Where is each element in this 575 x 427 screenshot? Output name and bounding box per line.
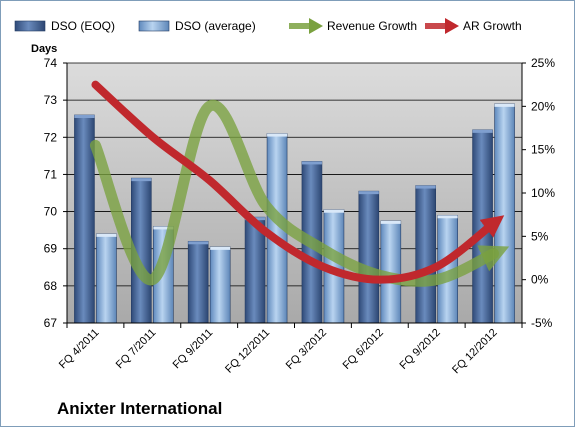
line-series bbox=[89, 80, 510, 287]
legend-label: AR Growth bbox=[463, 19, 522, 33]
x-tick-label: FQ 9/2012 bbox=[398, 327, 443, 372]
bar-dso-eoq bbox=[187, 240, 209, 324]
bar-top bbox=[358, 191, 379, 195]
bar-top bbox=[323, 209, 344, 213]
legend: DSO (EOQ) DSO (average) Revenue Growth AR G… bbox=[14, 18, 522, 34]
x-tick-label: FQ 12/2011 bbox=[223, 327, 272, 376]
left-tick-label: 70 bbox=[44, 205, 58, 219]
legend-swatch bbox=[14, 20, 46, 32]
bar-top bbox=[210, 246, 231, 250]
right-tick-label: 10% bbox=[531, 186, 555, 200]
x-tick-label: FQ 9/2011 bbox=[171, 327, 216, 372]
left-tick-label: 74 bbox=[44, 56, 58, 70]
bar-top bbox=[153, 226, 174, 230]
x-tick-label: FQ 6/2012 bbox=[341, 327, 386, 372]
x-tick-label: FQ 7/2011 bbox=[114, 327, 159, 372]
legend-arrow-head bbox=[309, 18, 323, 34]
bar-dso-eoq bbox=[358, 190, 380, 324]
bar-top bbox=[494, 103, 515, 107]
bar-top bbox=[131, 178, 152, 182]
x-tick-label: FQ 12/2012 bbox=[450, 327, 500, 377]
x-tick-label: FQ 3/2012 bbox=[284, 327, 329, 372]
legend-swatch bbox=[138, 20, 170, 32]
bar-top bbox=[472, 129, 493, 133]
right-tick-label: -5% bbox=[531, 316, 553, 330]
right-tick-label: 0% bbox=[531, 273, 549, 287]
bar-dso-average bbox=[209, 246, 231, 324]
left-tick-label: 72 bbox=[44, 130, 58, 144]
left-tick-label: 68 bbox=[44, 279, 58, 293]
bar-dso-average bbox=[494, 103, 515, 324]
right-tick-label: 20% bbox=[531, 99, 555, 113]
left-tick-label: 67 bbox=[44, 316, 58, 330]
legend-label: Revenue Growth bbox=[327, 19, 417, 33]
x-tick-label: FQ 4/2011 bbox=[57, 327, 102, 372]
bar-top bbox=[267, 133, 288, 137]
bar-top bbox=[301, 161, 322, 165]
left-tick-label: 71 bbox=[44, 167, 58, 181]
bar-top bbox=[415, 185, 436, 189]
left-tick-label: 73 bbox=[44, 93, 58, 107]
bar-dso-eoq bbox=[415, 185, 436, 324]
bar-top bbox=[74, 115, 95, 118]
ar-growth-line bbox=[91, 80, 505, 284]
bar-dso-average bbox=[96, 233, 117, 324]
right-tick-label: 25% bbox=[531, 56, 555, 70]
right-tick-label: 5% bbox=[531, 229, 549, 243]
bar-top bbox=[380, 220, 401, 224]
legend-arrow-head bbox=[445, 18, 459, 34]
legend-label: DSO (average) bbox=[175, 19, 256, 33]
legend-label: DSO (EOQ) bbox=[51, 19, 115, 33]
right-tick-label: 15% bbox=[531, 143, 555, 157]
y-axis-label: Days bbox=[31, 43, 57, 55]
left-tick-label: 69 bbox=[44, 242, 58, 256]
bar-top bbox=[188, 241, 209, 245]
revenue-growth-line bbox=[89, 99, 510, 287]
bar-top bbox=[437, 215, 458, 219]
bar-top bbox=[96, 233, 117, 237]
chart-title: Anixter International bbox=[57, 399, 223, 418]
